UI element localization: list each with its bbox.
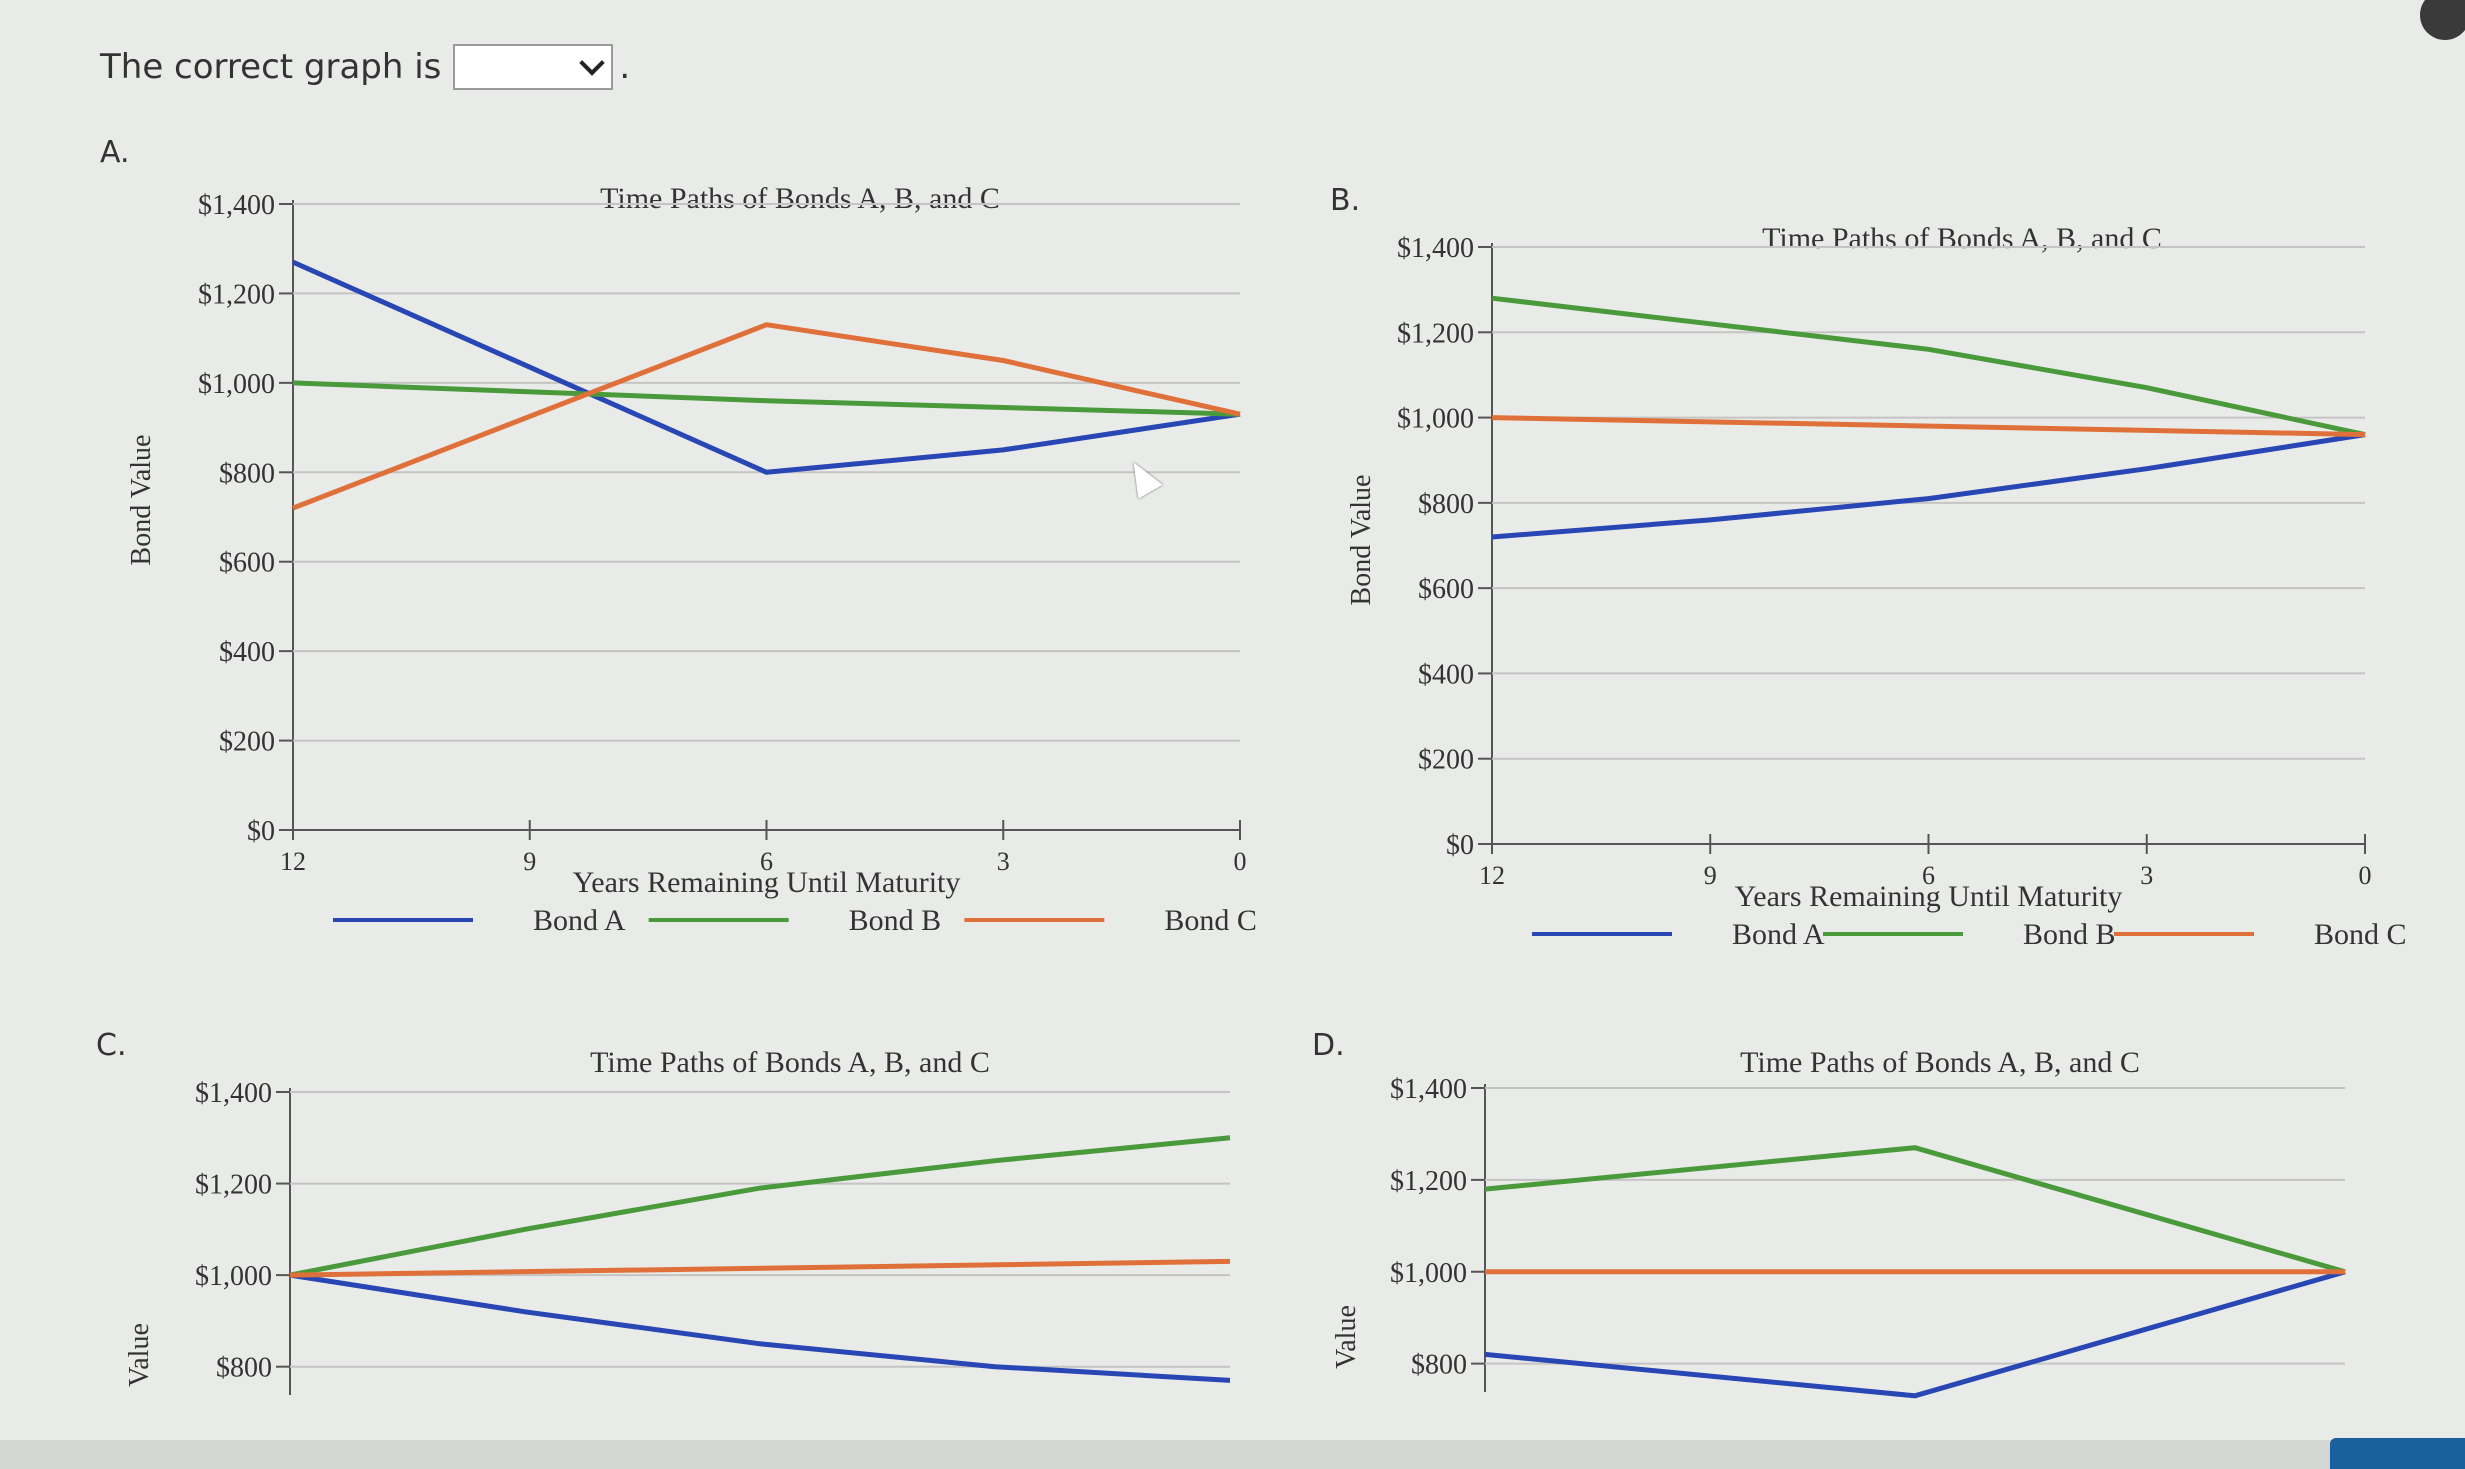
y-tick-label: $1,200 [195, 1170, 272, 1201]
x-tick-label: 9 [523, 847, 536, 876]
y-tick-label: $1,400 [1390, 1074, 1467, 1105]
x-tick-label: 12 [1479, 861, 1505, 890]
y-tick-label: $1,200 [198, 279, 275, 310]
y-tick-label: $1,000 [195, 1261, 272, 1292]
y-tick-label: $1,200 [1390, 1166, 1467, 1197]
series-line-2 [289, 1135, 1231, 1278]
y-axis-label: Value [124, 1323, 155, 1387]
info-icon[interactable] [2420, 0, 2465, 40]
chart-title: Time Paths of Bonds A, B, and C [590, 1046, 990, 1079]
legend-label: Bond B [2023, 918, 2116, 951]
chart-title: Time Paths of Bonds A, B, and C [1762, 222, 2162, 255]
question-prompt: The correct graph is . [100, 44, 630, 90]
legend-label: Bond C [2314, 918, 2407, 951]
y-tick-label: $1,200 [1397, 318, 1474, 349]
x-tick-label: 0 [2359, 861, 2372, 890]
legend-label: Bond C [1164, 904, 1257, 937]
x-tick-label: 3 [997, 847, 1010, 876]
option-label-c: C. [96, 1028, 127, 1063]
x-tick-label: 6 [760, 847, 773, 876]
y-axis-label: Bond Value [126, 435, 157, 566]
option-label-b: B. [1330, 183, 1361, 218]
series-line-1 [289, 1272, 1231, 1383]
y-tick-label: $800 [1418, 489, 1474, 520]
legend-label: Bond A [1732, 918, 1825, 951]
x-axis-label: Years Remaining Until Maturity [573, 866, 961, 899]
y-tick-label: $1,000 [1397, 404, 1474, 435]
legend-label: Bond B [849, 904, 942, 937]
y-tick-label: $1,400 [198, 190, 275, 221]
x-tick-label: 3 [2140, 861, 2153, 890]
y-tick-label: $0 [1446, 830, 1474, 861]
chart-title: Time Paths of Bonds A, B, and C [1740, 1046, 2140, 1079]
y-tick-label: $1,400 [195, 1078, 272, 1109]
y-axis-label: Value [1331, 1305, 1362, 1369]
y-tick-label: $600 [219, 548, 275, 579]
y-tick-label: $1,000 [1390, 1258, 1467, 1289]
series-line-1 [1491, 432, 2366, 540]
legend-label: Bond A [533, 904, 626, 937]
prompt-text: The correct graph is [100, 47, 442, 87]
y-tick-label: $1,400 [1397, 233, 1474, 264]
x-tick-label: 6 [1922, 861, 1935, 890]
y-tick-label: $0 [247, 816, 275, 847]
next-button[interactable] [2330, 1438, 2465, 1469]
chart-title: Time Paths of Bonds A, B, and C [600, 182, 1000, 215]
y-tick-label: $200 [1418, 745, 1474, 776]
footer-bar [0, 1440, 2465, 1469]
x-tick-label: 12 [280, 847, 306, 876]
y-axis-label: Bond Value [1346, 475, 1377, 606]
y-tick-label: $400 [1418, 659, 1474, 690]
x-tick-label: 9 [1704, 861, 1717, 890]
prompt-period: . [619, 47, 631, 87]
series-line-2 [1491, 295, 2366, 438]
option-label-a: A. [100, 135, 130, 170]
option-label-d: D. [1312, 1028, 1345, 1063]
x-tick-label: 0 [1234, 847, 1247, 876]
series-line-3 [1491, 415, 2366, 438]
series-line-3 [289, 1258, 1231, 1278]
series-line-3 [292, 322, 1241, 511]
y-tick-label: $800 [216, 1353, 272, 1384]
y-tick-label: $800 [219, 458, 275, 489]
y-tick-label: $800 [1411, 1350, 1467, 1381]
series-line-2 [292, 380, 1241, 417]
series-line-1 [1484, 1269, 2346, 1399]
y-tick-label: $400 [219, 637, 275, 668]
series-line-2 [1484, 1145, 2346, 1275]
answer-dropdown[interactable] [453, 44, 614, 90]
y-tick-label: $200 [219, 727, 275, 758]
series-line-1 [291, 259, 1241, 475]
y-tick-label: $600 [1418, 574, 1474, 605]
x-axis-label: Years Remaining Until Maturity [1735, 880, 2123, 913]
y-tick-label: $1,000 [198, 369, 275, 400]
